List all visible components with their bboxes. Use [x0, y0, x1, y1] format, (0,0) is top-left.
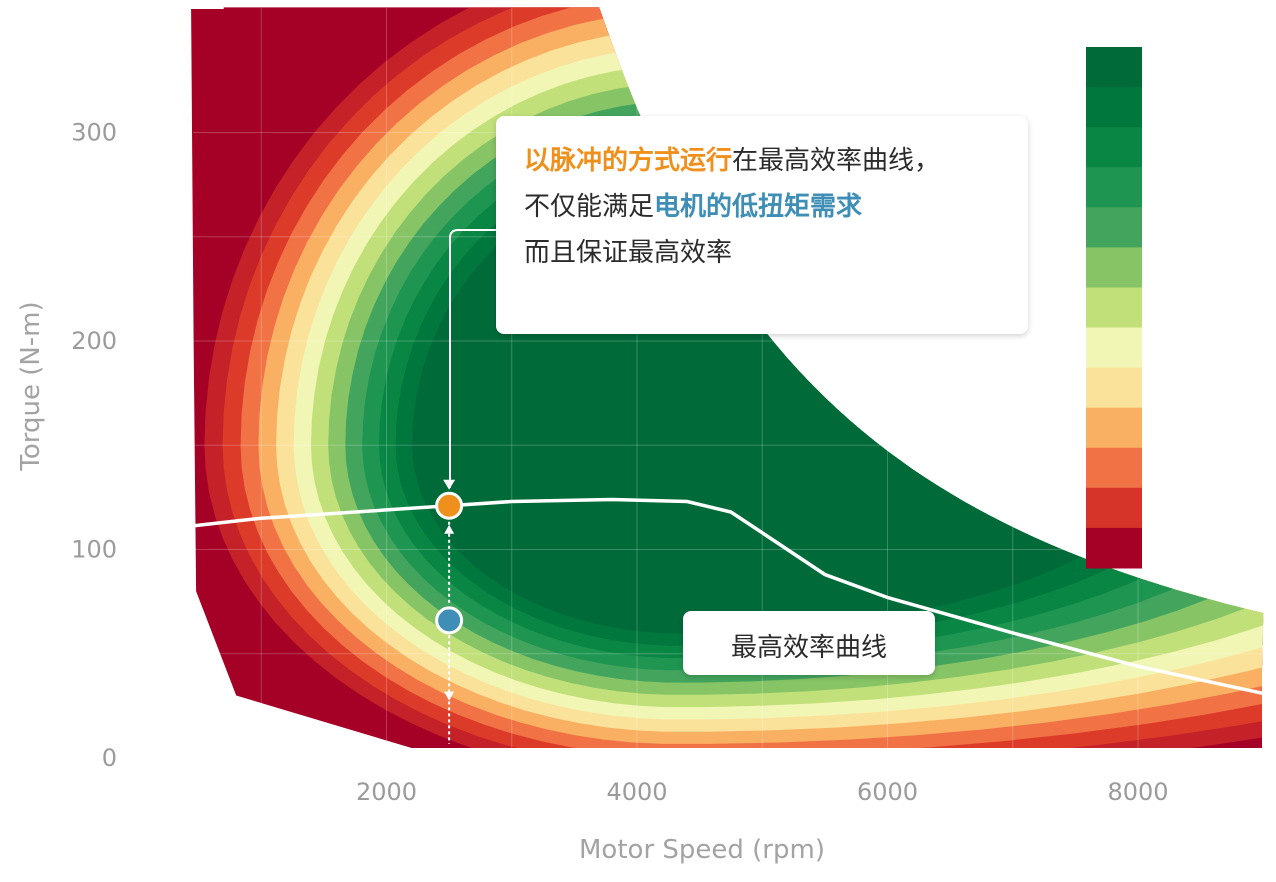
pulse-down-arrowhead [444, 691, 455, 701]
operating-points [435, 491, 464, 635]
y-tick-label: 100 [71, 536, 117, 564]
colorbar-level [1086, 127, 1142, 168]
y-tick-label: 0 [102, 744, 117, 772]
max-efficiency-curve-label: 最高效率曲线 [683, 611, 935, 675]
callout-text-3: 而且保证最高效率 [524, 238, 733, 268]
colorbar-level [1086, 167, 1142, 208]
x-axis-ticks: 2000 4000 6000 8000 [356, 778, 1169, 806]
colorbar-level [1086, 287, 1142, 329]
colorbar-level [1086, 407, 1142, 449]
colorbar-level [1086, 87, 1142, 128]
callout-leader-line [449, 229, 496, 488]
colorbar-level [1086, 367, 1142, 409]
callout-text-1: 在最高效率曲线， [732, 146, 941, 176]
callout-highlight-pulse: 以脉冲的方式运行 [524, 146, 733, 176]
colorbar [1086, 47, 1142, 569]
callout-line-3: 而且保证最高效率 [524, 232, 732, 269]
x-tick-label: 2000 [356, 778, 417, 806]
pulse-operating-point [435, 491, 464, 520]
colorbar-level [1086, 47, 1142, 88]
y-axis-ticks: 0 100 200 300 [71, 119, 117, 773]
x-tick-label: 4000 [606, 778, 667, 806]
callout-line-1: 以脉冲的方式运行在最高效率曲线， [524, 140, 940, 177]
max-efficiency-curve [185, 497, 1264, 696]
colorbar-level [1086, 207, 1142, 248]
low-torque-demand-point [435, 606, 464, 635]
x-tick-label: 8000 [1107, 778, 1168, 806]
colorbar-level [1086, 447, 1142, 489]
y-tick-label: 200 [71, 327, 117, 355]
colorbar-level [1086, 527, 1142, 569]
colorbar-level [1086, 487, 1142, 529]
pulse-operation-callout: 以脉冲的方式运行在最高效率曲线， 不仅能满足电机的低扭矩需求 而且保证最高效率 [496, 116, 1028, 334]
colorbar-level [1086, 247, 1142, 288]
pulse-up-arrowhead [444, 524, 455, 534]
curve-label-text: 最高效率曲线 [730, 633, 887, 663]
colorbar-level [1086, 327, 1142, 369]
y-axis-title: Torque (N-m) [16, 301, 46, 471]
x-tick-label: 6000 [857, 778, 918, 806]
callout-line-2: 不仅能满足电机的低扭矩需求 [524, 186, 862, 223]
annotation-connectors [443, 229, 496, 744]
callout-text-2: 不仅能满足 [524, 192, 655, 222]
y-tick-label: 300 [71, 119, 117, 147]
callout-highlight-low-torque: 电机的低扭矩需求 [654, 192, 863, 222]
x-axis-title: Motor Speed (rpm) [579, 835, 825, 865]
callout-arrowhead [443, 479, 456, 490]
